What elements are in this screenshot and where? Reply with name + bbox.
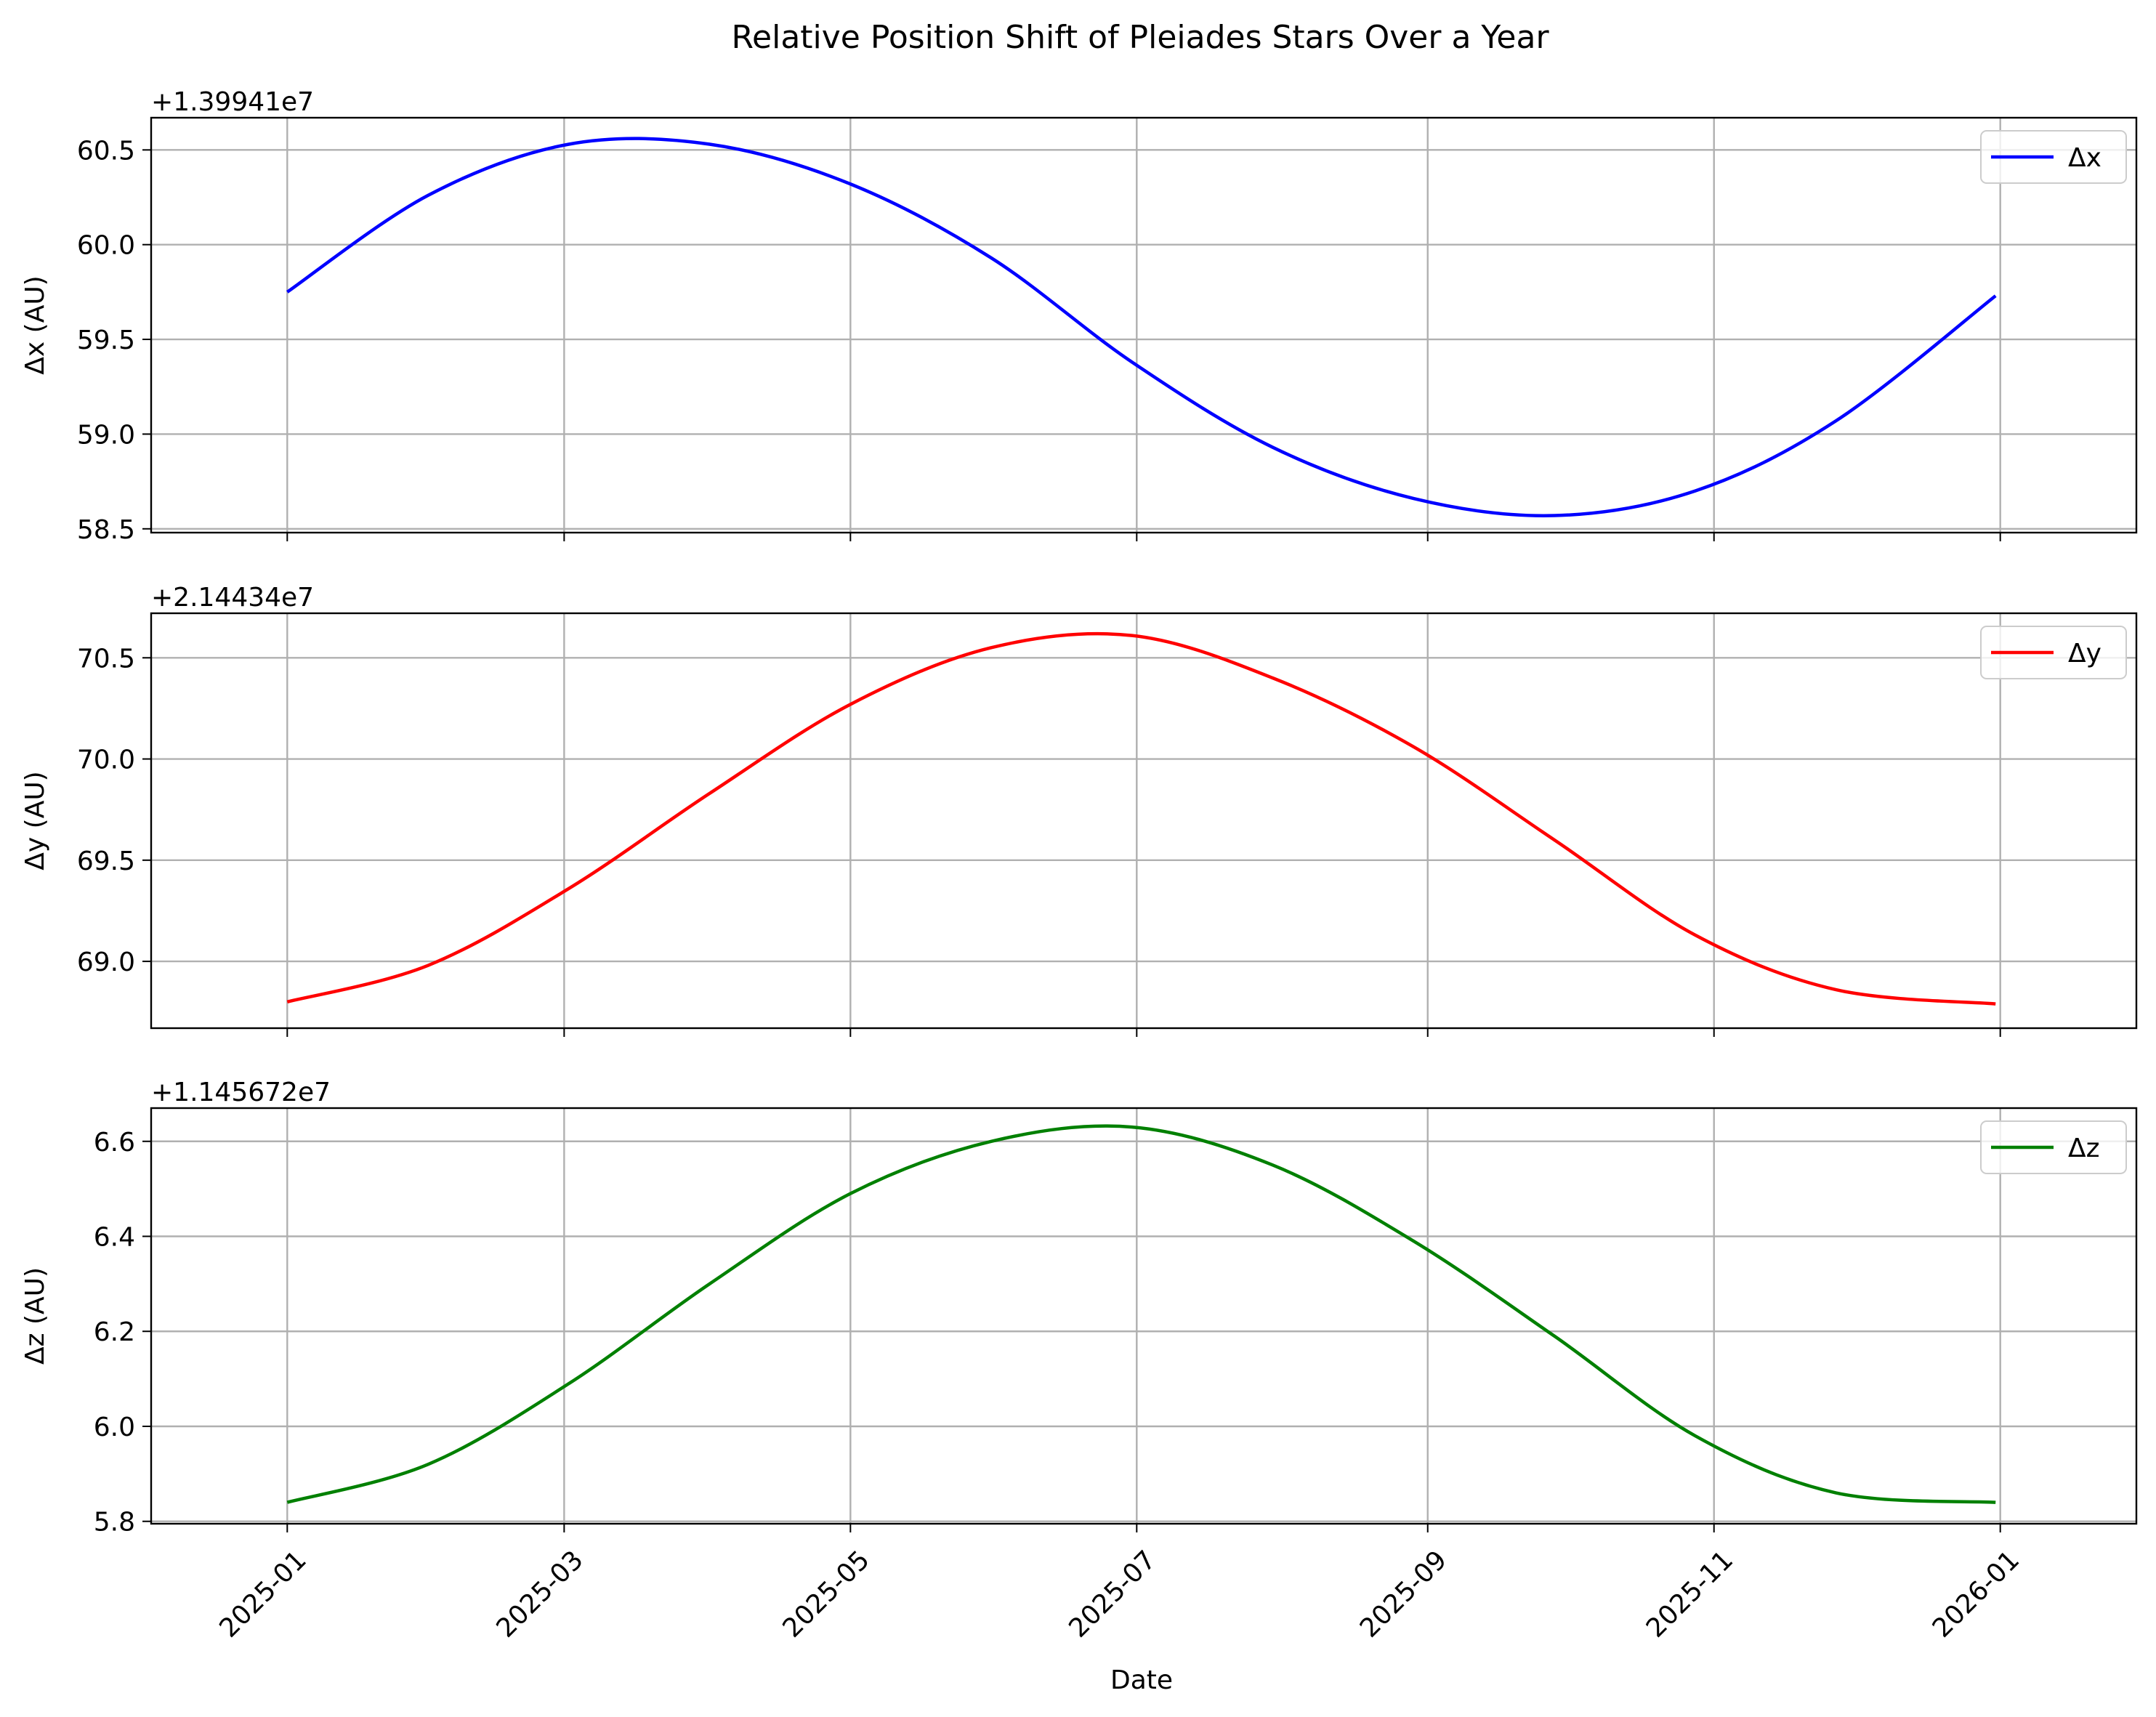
y-tick-label: 69.5 xyxy=(77,847,135,876)
axes-frame xyxy=(150,1107,2138,1525)
legend-label-Δz: Δz xyxy=(2068,1134,2100,1163)
axes-frame xyxy=(150,612,2138,1030)
y-axis-label: Δz (AU) xyxy=(20,1267,50,1365)
y-tick-label: 70.5 xyxy=(77,644,135,674)
y-tick-label: 6.6 xyxy=(94,1128,135,1158)
panel-1: 58.5 59.0 59.5 60.0 60.5 Δx +1.39941e7 Δx (AU) xyxy=(20,87,2138,545)
y-tick-label: 59.5 xyxy=(77,326,135,355)
y-tick-label: 70.0 xyxy=(77,746,135,775)
panel-2: 69.0 69.5 70.0 70.5 Δy +2.14434e7 Δy (AU) xyxy=(20,583,2138,1037)
y-tick-label: 5.8 xyxy=(94,1508,135,1538)
y-tick-label: 6.0 xyxy=(94,1413,135,1442)
series-line-Δx xyxy=(286,137,1997,517)
chart-title: Relative Position Shift of Pleiades Star… xyxy=(731,19,1549,56)
legend-label-Δx: Δx xyxy=(2068,143,2102,173)
series-line-Δy xyxy=(286,631,1996,1006)
y-tick-label: 69.0 xyxy=(77,948,135,977)
y-offset-text: +1.145672e7 xyxy=(151,1078,331,1107)
y-tick-label: 6.4 xyxy=(94,1223,135,1253)
y-offset-text: +2.14434e7 xyxy=(151,583,314,613)
axes-frame xyxy=(150,116,2138,534)
y-axis-label: Δx (AU) xyxy=(20,275,50,374)
x-axis-label: Date xyxy=(1110,1665,1173,1695)
y-axis-label: Δy (AU) xyxy=(20,771,50,870)
y-offset-text: +1.39941e7 xyxy=(151,87,314,117)
y-tick-label: 60.5 xyxy=(77,136,135,166)
series-line-Δz xyxy=(286,1124,1996,1504)
y-tick-label: 60.0 xyxy=(77,231,135,261)
y-tick-label: 6.2 xyxy=(94,1317,135,1347)
legend-label-Δy: Δy xyxy=(2068,639,2102,668)
y-tick-label: 58.5 xyxy=(77,515,135,545)
y-tick-label: 59.0 xyxy=(77,420,135,450)
